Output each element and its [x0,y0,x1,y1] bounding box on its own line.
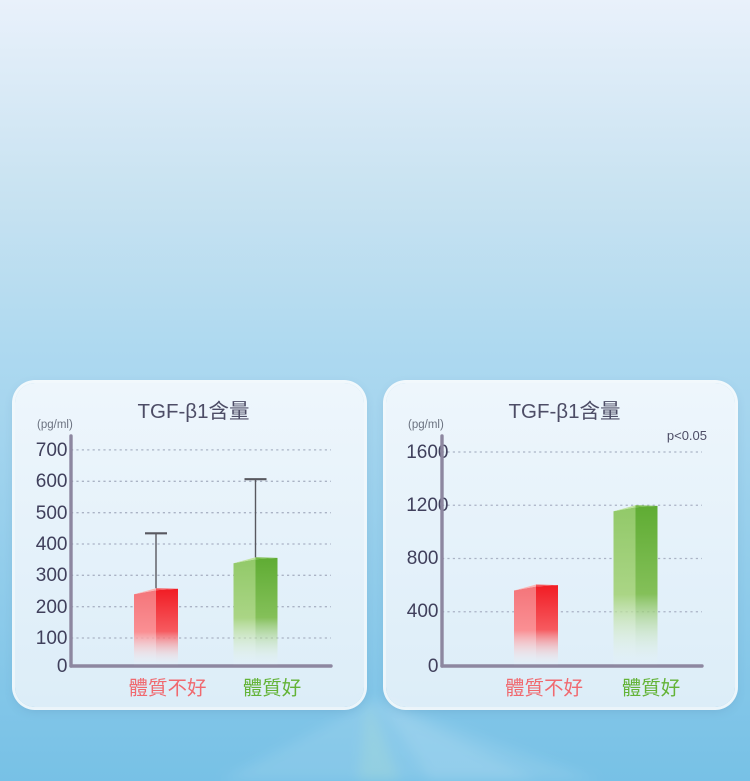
svg-text:p<0.05: p<0.05 [667,428,707,443]
svg-text:TGF-β1含量: TGF-β1含量 [508,400,620,423]
svg-text:200: 200 [36,597,68,618]
svg-text:(pg/ml): (pg/ml) [408,419,444,431]
svg-text:0: 0 [428,656,439,677]
svg-text:400: 400 [36,534,68,555]
svg-text:700: 700 [36,440,68,461]
svg-text:800: 800 [407,548,439,569]
svg-text:體質好: 體質好 [243,678,302,700]
svg-text:體質不好: 體質不好 [128,678,206,700]
svg-text:100: 100 [36,628,68,649]
svg-text:體質不好: 體質不好 [505,678,583,700]
svg-text:0: 0 [57,656,68,677]
svg-text:(pg/ml): (pg/ml) [37,419,73,431]
svg-text:體質好: 體質好 [622,678,681,700]
svg-text:300: 300 [36,565,68,586]
svg-text:500: 500 [36,503,68,524]
svg-text:TGF-β1含量: TGF-β1含量 [137,400,249,423]
svg-text:600: 600 [36,471,68,492]
svg-text:400: 400 [407,601,439,622]
